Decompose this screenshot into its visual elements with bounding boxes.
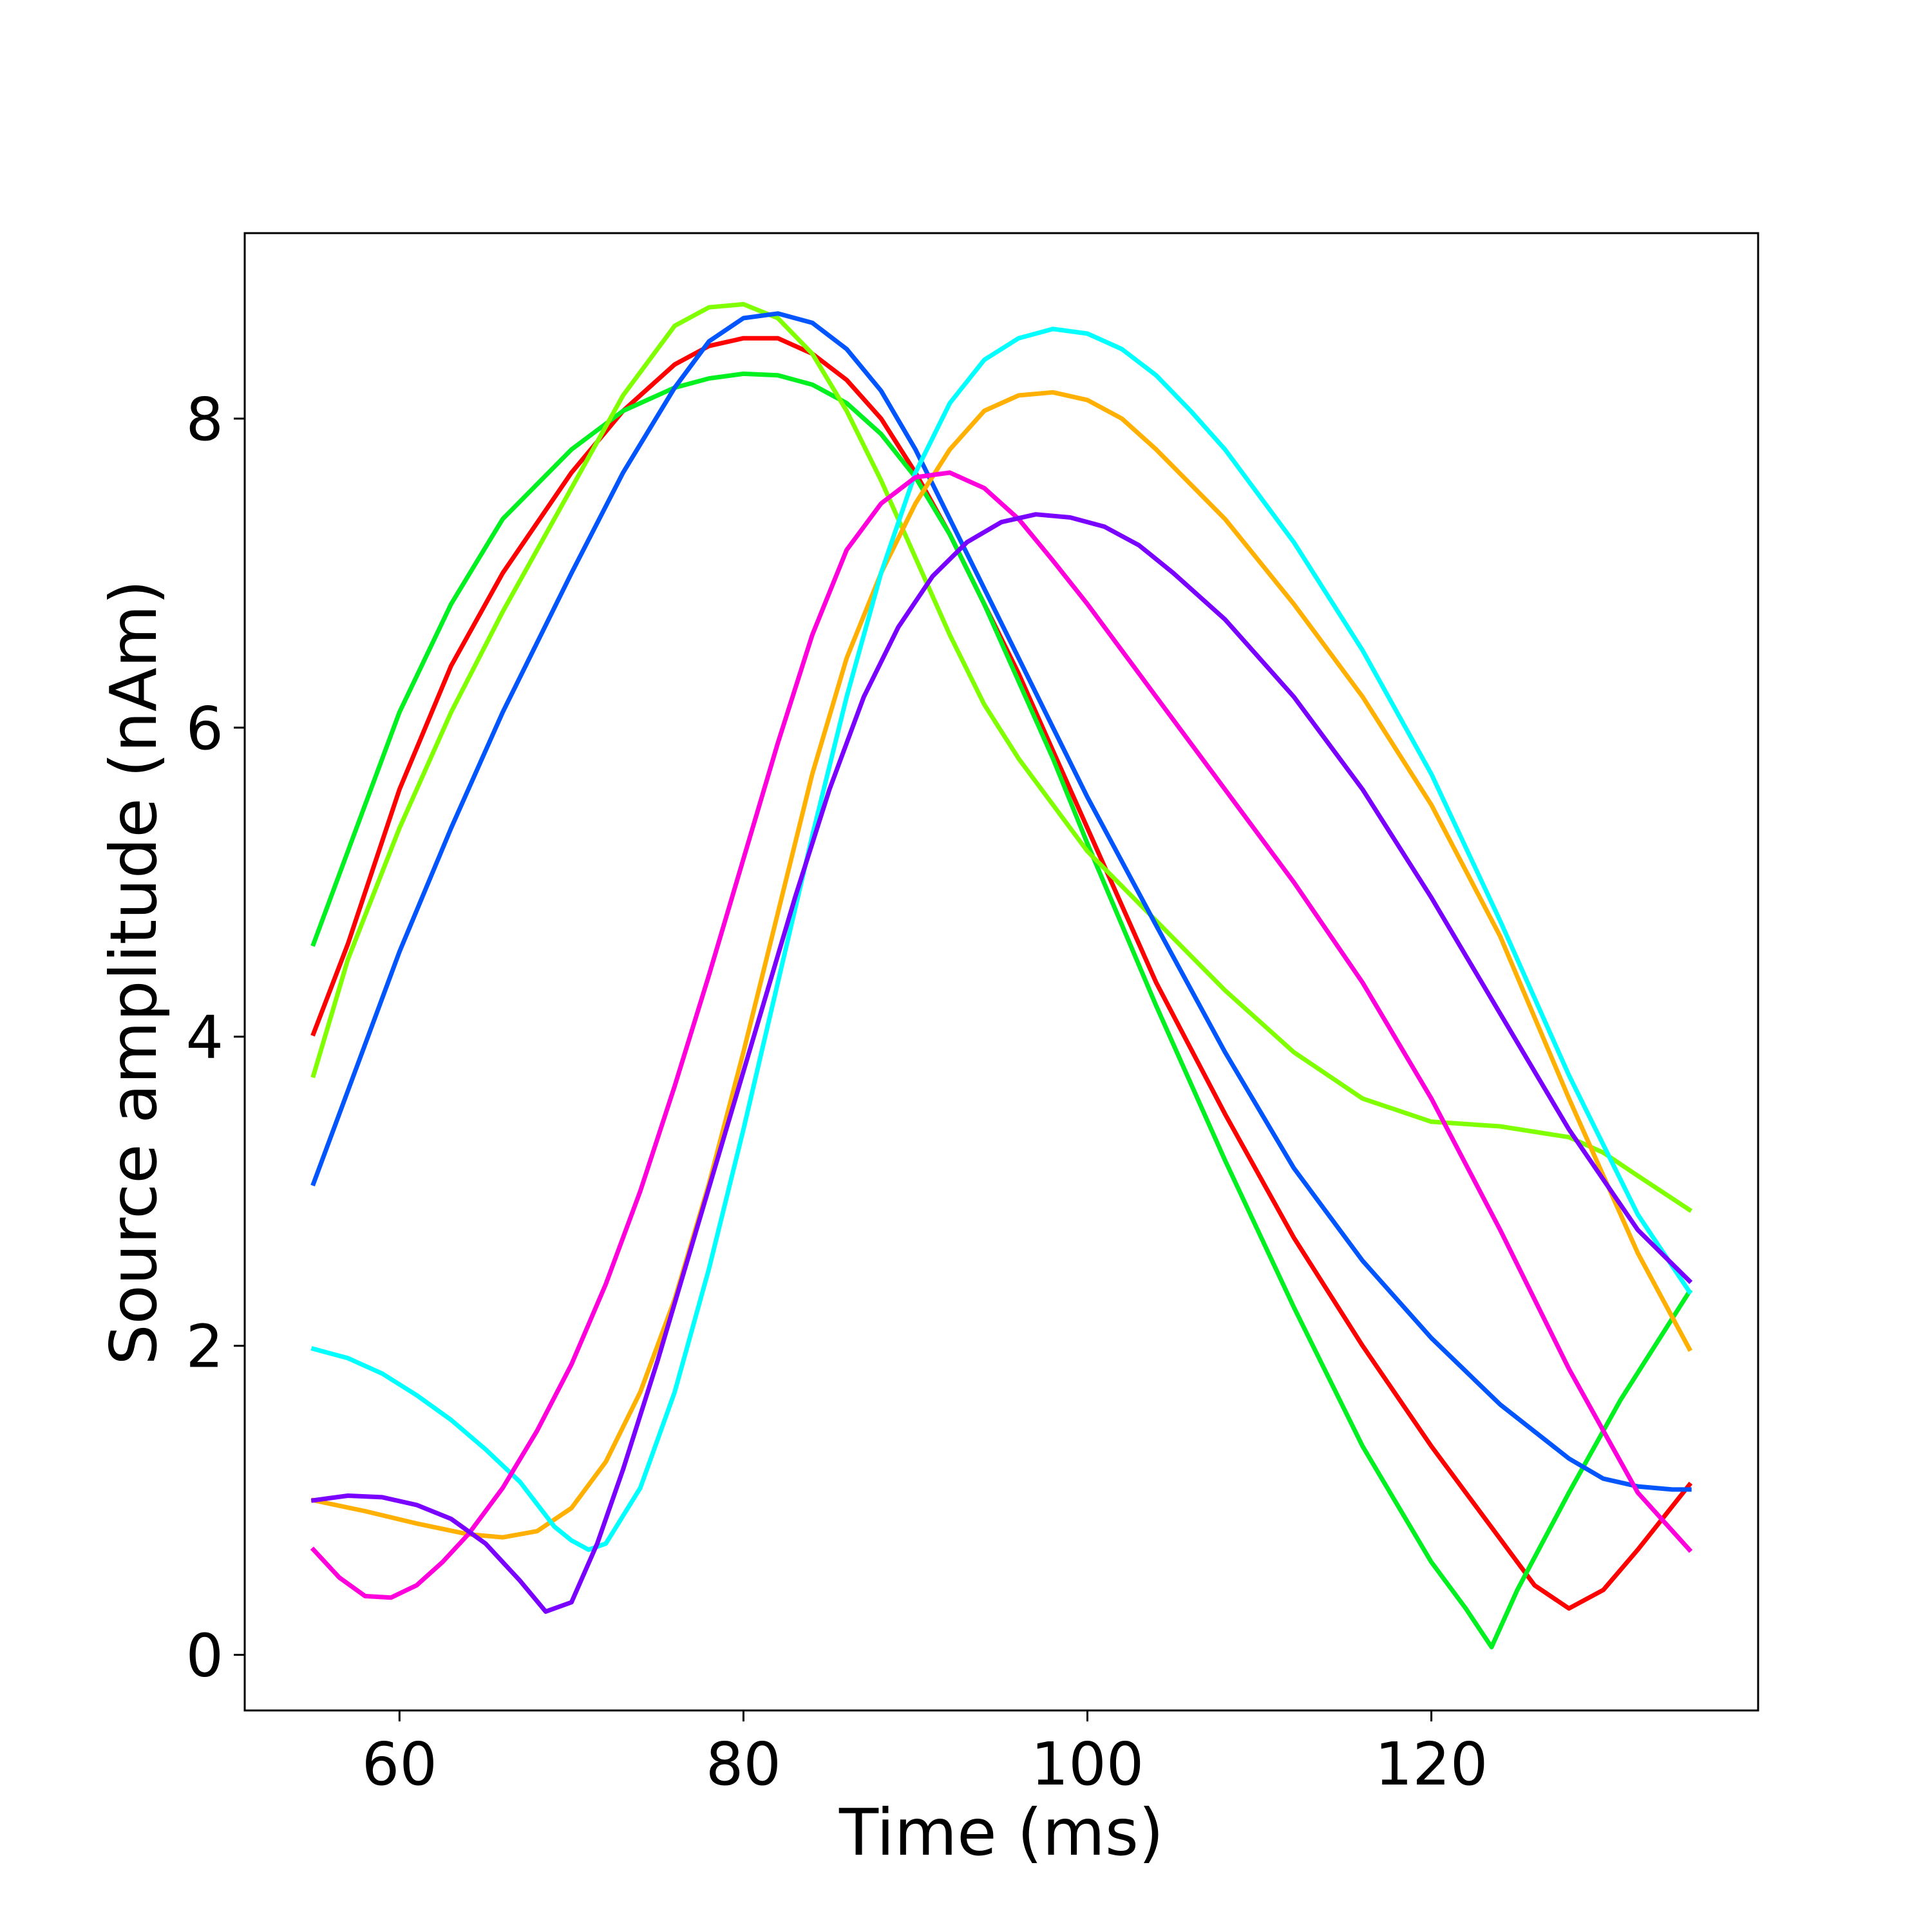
x-tick-label-1: 60 xyxy=(362,1730,437,1799)
x-axis-label: Time (ms) xyxy=(838,1795,1164,1870)
series-line-4 xyxy=(310,311,1692,1492)
y-axis: 0 2 4 6 8 xyxy=(185,385,245,1690)
series-line-7 xyxy=(310,470,1693,1600)
x-tick-label-4: 120 xyxy=(1375,1730,1488,1799)
y-tick-label-2: 2 xyxy=(185,1312,223,1381)
x-tick-label-3: 100 xyxy=(1031,1730,1144,1799)
y-tick-label-5: 8 xyxy=(185,385,223,454)
series-line-5 xyxy=(310,390,1692,1540)
y-tick-label-4: 6 xyxy=(185,694,223,763)
x-tick-label-2: 80 xyxy=(706,1730,781,1799)
series-line-6 xyxy=(310,327,1693,1552)
y-tick-label-1: 0 xyxy=(185,1622,223,1690)
series-line-8 xyxy=(310,512,1693,1614)
y-axis-label: Source amplitude (nAm) xyxy=(96,580,171,1365)
plot-frame xyxy=(243,232,1759,1712)
x-axis: 60 80 100 120 xyxy=(362,1710,1488,1799)
y-tick-label-3: 4 xyxy=(185,1003,223,1072)
series-layer xyxy=(310,301,1693,1650)
series-line-2 xyxy=(310,371,1693,1650)
